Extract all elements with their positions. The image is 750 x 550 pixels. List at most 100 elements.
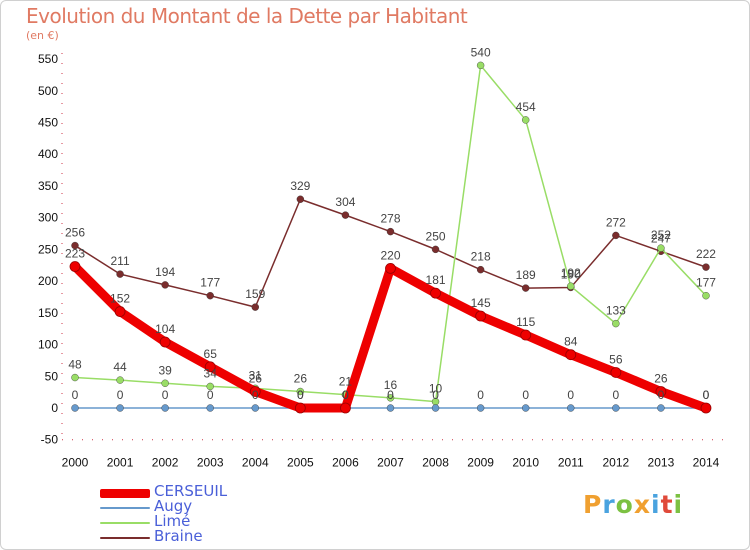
data-label-lim-: 26 bbox=[294, 372, 308, 386]
y-tick-label: 300 bbox=[38, 211, 58, 225]
data-label-lim-: 16 bbox=[384, 378, 398, 392]
x-tick-label: 2014 bbox=[693, 456, 720, 470]
data-label-braine: 222 bbox=[696, 247, 716, 261]
data-point-lim- bbox=[296, 387, 305, 396]
legend-label: Augy bbox=[154, 497, 193, 515]
data-label-lim-: 48 bbox=[68, 358, 82, 372]
data-point-lim- bbox=[71, 373, 79, 382]
data-label-augy: 0 bbox=[477, 388, 484, 402]
data-point-augy bbox=[251, 404, 259, 412]
data-label-augy: 0 bbox=[658, 388, 665, 402]
data-point-augy bbox=[206, 404, 214, 412]
y-tick-label: 400 bbox=[38, 147, 58, 161]
data-label-lim-: 44 bbox=[113, 360, 127, 374]
y-tick-label: 50 bbox=[45, 369, 59, 383]
y-tick-label: -50 bbox=[41, 433, 59, 447]
data-point-braine bbox=[612, 231, 620, 240]
data-label-lim-: 34 bbox=[204, 366, 218, 380]
data-point-augy bbox=[567, 404, 575, 412]
data-point-lim- bbox=[657, 244, 665, 252]
logo-letter: P bbox=[583, 490, 603, 519]
legend-item: Augy bbox=[100, 497, 300, 515]
data-point-augy bbox=[116, 404, 124, 412]
legend-item: Braine bbox=[100, 527, 300, 545]
data-point-braine bbox=[206, 291, 214, 300]
data-label-augy: 0 bbox=[703, 388, 710, 402]
data-label-cerseuil: 181 bbox=[426, 273, 446, 287]
data-label-braine: 190 bbox=[561, 267, 581, 281]
data-point-lim- bbox=[161, 379, 169, 387]
data-point-augy bbox=[71, 404, 79, 412]
data-point-cerseuil bbox=[340, 402, 351, 414]
data-point-braine bbox=[116, 270, 124, 278]
data-point-braine bbox=[251, 303, 259, 311]
data-point-augy bbox=[657, 404, 665, 412]
data-label-augy: 0 bbox=[612, 388, 619, 402]
data-label-lim-: 454 bbox=[516, 100, 536, 114]
data-point-augy bbox=[522, 404, 530, 412]
legend-label: Braine bbox=[154, 527, 203, 545]
data-label-lim-: 540 bbox=[471, 45, 491, 59]
x-tick-label: 2003 bbox=[197, 456, 224, 470]
data-point-lim- bbox=[702, 291, 710, 300]
logo-letter: o bbox=[615, 490, 634, 519]
data-label-cerseuil: 115 bbox=[516, 315, 535, 329]
data-label-cerseuil: 26 bbox=[654, 372, 668, 386]
logo-letter: r bbox=[602, 490, 616, 519]
x-tick-label: 2010 bbox=[512, 456, 539, 470]
data-label-lim-: 192 bbox=[561, 266, 581, 280]
x-tick-label: 2001 bbox=[107, 456, 134, 470]
data-label-lim-: 39 bbox=[158, 363, 172, 377]
data-label-cerseuil: 152 bbox=[110, 292, 130, 306]
legend-swatch bbox=[100, 507, 150, 509]
data-point-braine bbox=[702, 263, 710, 271]
legend-swatch bbox=[100, 522, 150, 524]
data-label-braine: 189 bbox=[516, 268, 536, 282]
data-label-augy: 0 bbox=[567, 388, 574, 402]
chart-title: Evolution du Montant de la Dette par Hab… bbox=[26, 4, 468, 28]
data-point-lim- bbox=[612, 319, 620, 328]
data-point-augy bbox=[431, 404, 440, 412]
data-label-braine: 211 bbox=[110, 254, 129, 268]
data-point-augy bbox=[161, 404, 169, 412]
y-tick-label: 100 bbox=[38, 338, 58, 352]
x-tick-label: 2004 bbox=[242, 456, 269, 470]
x-tick-label: 2011 bbox=[558, 456, 584, 470]
data-point-cerseuil bbox=[565, 349, 577, 361]
data-label-braine: 218 bbox=[471, 250, 491, 264]
data-label-augy: 0 bbox=[342, 388, 349, 402]
data-label-cerseuil: 145 bbox=[471, 296, 491, 310]
data-label-braine: 250 bbox=[426, 229, 446, 243]
data-label-cerseuil: 84 bbox=[564, 335, 578, 349]
data-point-cerseuil bbox=[294, 402, 306, 414]
proxiti-logo: Proxiti bbox=[583, 490, 683, 519]
data-point-braine bbox=[522, 284, 530, 292]
data-label-braine: 329 bbox=[290, 179, 310, 193]
legend-item: CERSEUIL bbox=[100, 482, 300, 500]
data-point-lim- bbox=[206, 382, 214, 391]
y-tick-label: 150 bbox=[38, 306, 58, 320]
data-label-cerseuil: 26 bbox=[249, 372, 263, 386]
data-label-augy: 0 bbox=[387, 388, 394, 402]
data-label-cerseuil: 104 bbox=[155, 322, 175, 336]
data-label-cerseuil: 0 bbox=[342, 388, 349, 402]
x-tick-label: 2005 bbox=[287, 456, 314, 470]
legend-label: CERSEUIL bbox=[154, 482, 228, 500]
data-label-lim-: 10 bbox=[429, 382, 443, 396]
data-label-cerseuil: 65 bbox=[204, 347, 218, 361]
data-label-cerseuil: 220 bbox=[380, 248, 400, 262]
data-point-augy bbox=[612, 404, 620, 412]
y-tick-label: 350 bbox=[38, 179, 58, 193]
data-point-lim- bbox=[116, 376, 124, 384]
data-point-cerseuil bbox=[610, 367, 622, 378]
data-label-augy: 0 bbox=[297, 388, 304, 402]
y-tick-label: 450 bbox=[38, 115, 58, 129]
data-label-braine: 194 bbox=[155, 265, 175, 279]
data-point-cerseuil bbox=[204, 361, 216, 373]
data-label-cerseuil: 223 bbox=[65, 247, 85, 261]
data-point-lim- bbox=[386, 394, 395, 402]
data-label-braine: 304 bbox=[335, 195, 355, 209]
data-point-braine bbox=[296, 195, 305, 203]
y-tick-label: 0 bbox=[51, 401, 58, 415]
data-point-braine bbox=[476, 265, 485, 274]
